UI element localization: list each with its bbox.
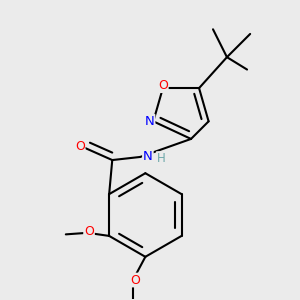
Text: O: O bbox=[75, 140, 85, 153]
Text: O: O bbox=[158, 79, 168, 92]
Text: H: H bbox=[157, 152, 166, 165]
Text: N: N bbox=[145, 115, 154, 128]
Text: N: N bbox=[143, 150, 153, 163]
Text: O: O bbox=[84, 225, 94, 239]
Text: O: O bbox=[130, 274, 140, 286]
